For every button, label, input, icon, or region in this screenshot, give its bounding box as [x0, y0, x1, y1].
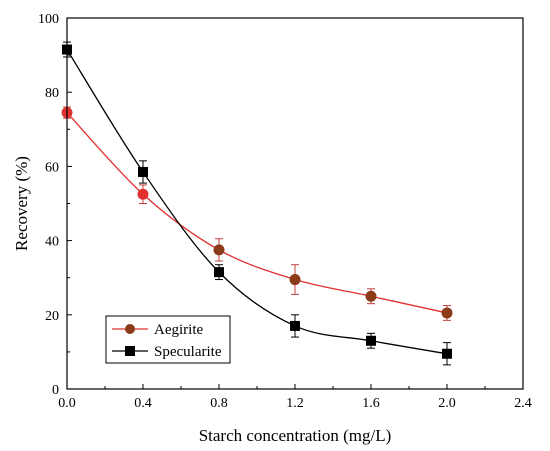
x-tick-label: 0.0: [58, 396, 76, 411]
y-tick-label: 100: [38, 12, 59, 27]
y-tick-label: 80: [45, 86, 59, 101]
data-point-aegirite: [213, 244, 225, 256]
legend-marker-specularite: [125, 346, 135, 356]
x-tick-label: 1.6: [362, 396, 380, 411]
data-point-specularite: [366, 335, 376, 346]
y-tick-label: 0: [52, 383, 59, 398]
series-line: [66, 49, 448, 355]
data-point-aegirite: [441, 307, 453, 319]
legend-label-specularite: Specularite: [154, 344, 222, 360]
x-tick-label: 2.0: [438, 396, 456, 411]
legend-marker-aegirite: [125, 324, 135, 334]
x-axis-title: Starch concentration (mg/L): [199, 426, 392, 445]
data-point-specularite: [290, 320, 300, 331]
legend-label-aegirite: Aegirite: [154, 322, 203, 338]
series-layer: [61, 41, 453, 366]
x-tick-label: 0.8: [210, 396, 228, 411]
data-point-aegirite: [289, 274, 301, 286]
x-tick-label: 1.2: [286, 396, 304, 411]
data-point-aegirite: [137, 188, 149, 200]
data-point-specularite: [214, 267, 224, 278]
data-point-specularite: [138, 166, 148, 177]
plot-frame: [66, 17, 524, 390]
x-tick-label: 2.4: [514, 396, 532, 411]
y-tick-label: 20: [45, 309, 59, 324]
y-axis-title: Recovery (%): [12, 156, 31, 251]
y-tick-label: 40: [45, 235, 59, 250]
data-point-specularite: [442, 348, 452, 359]
x-tick-label: 0.4: [134, 396, 152, 411]
y-tick-label: 60: [45, 160, 59, 175]
legend: Aegirite Specularite: [105, 315, 231, 364]
data-point-aegirite: [365, 290, 377, 302]
